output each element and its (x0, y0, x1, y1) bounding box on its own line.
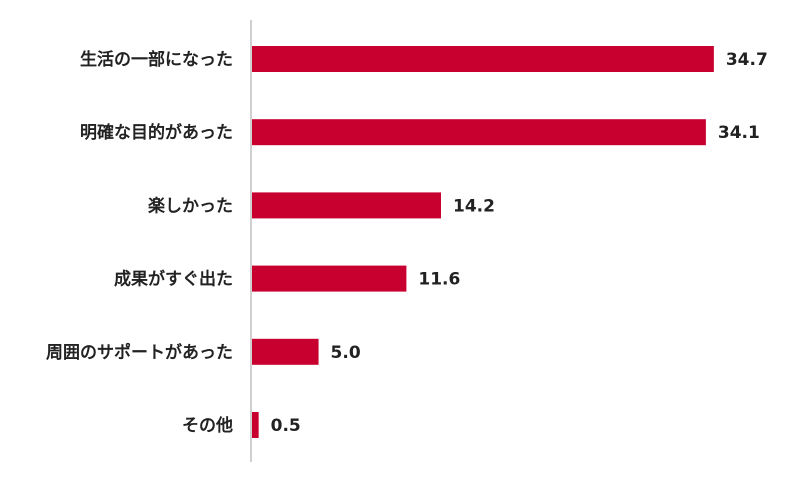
bar (252, 265, 407, 292)
data-label: 34.1 (718, 123, 760, 143)
category-label: その他 (182, 415, 233, 436)
category-label: 成果がすぐ出た (114, 269, 233, 290)
data-label: 34.7 (726, 50, 768, 70)
data-label: 5.0 (331, 343, 361, 363)
data-label: 11.6 (418, 270, 460, 290)
data-label: 14.2 (453, 196, 495, 216)
bar (252, 192, 442, 219)
category-label: 明確な目的があった (80, 122, 233, 143)
category-label: 生活の一部になった (80, 49, 233, 70)
category-label: 周囲のサポートがあった (46, 342, 233, 363)
data-label: 0.5 (271, 416, 301, 436)
bar (252, 338, 319, 365)
bar (252, 412, 259, 438)
bar (252, 46, 714, 72)
category-label: 楽しかった (148, 195, 233, 216)
bar (252, 119, 706, 146)
